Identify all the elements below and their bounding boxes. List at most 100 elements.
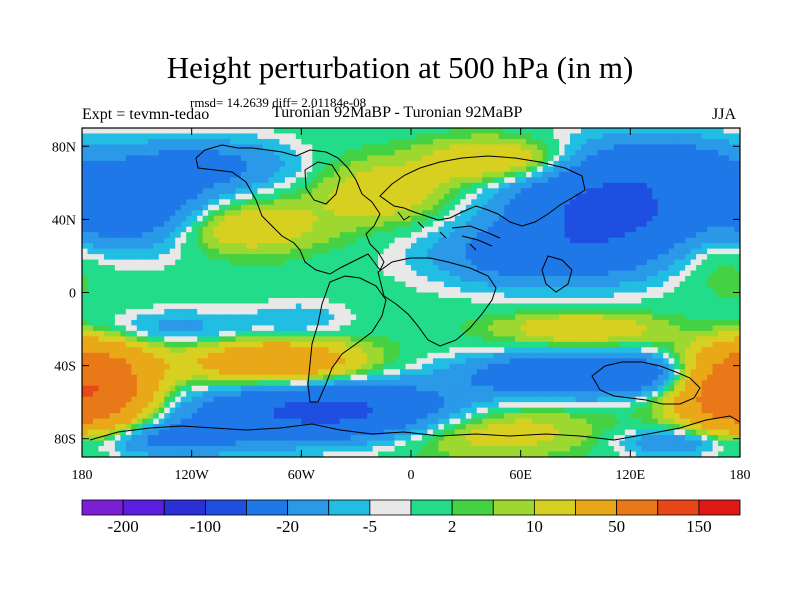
- field-cell: [509, 144, 516, 151]
- field-cell: [405, 308, 412, 316]
- field-cell: [657, 160, 664, 167]
- field-cell: [597, 281, 604, 288]
- field-cell: [460, 341, 467, 348]
- field-cell: [92, 259, 100, 266]
- field-cell: [251, 226, 259, 233]
- field-cell: [597, 303, 604, 310]
- field-cell: [482, 204, 489, 211]
- field-cell: [306, 204, 313, 211]
- field-cell: [476, 215, 483, 222]
- field-cell: [487, 226, 494, 233]
- field-cell: [619, 303, 626, 310]
- field-cell: [438, 281, 445, 288]
- field-cell: [493, 319, 500, 326]
- field-cell: [400, 303, 407, 310]
- field-cell: [202, 204, 209, 211]
- field-cell: [136, 347, 143, 354]
- field-cell: [175, 237, 182, 244]
- field-cell: [630, 341, 637, 348]
- field-cell: [657, 270, 664, 277]
- field-cell: [537, 199, 544, 206]
- field-cell: [400, 347, 407, 354]
- field-cell: [202, 199, 209, 206]
- field-cell: [586, 347, 593, 354]
- field-cell: [685, 259, 692, 266]
- field-cell: [367, 325, 374, 332]
- field-cell: [729, 182, 736, 189]
- field-cell: [383, 232, 390, 239]
- field-cell: [570, 232, 577, 239]
- field-cell: [701, 204, 708, 211]
- field-cell: [279, 155, 286, 162]
- field-cell: [734, 204, 740, 211]
- field-cell: [230, 336, 237, 343]
- field-cell: [482, 149, 489, 157]
- field-cell: [109, 210, 116, 217]
- field-cell: [197, 226, 204, 233]
- field-cell: [712, 226, 719, 233]
- field-cell: [668, 292, 675, 299]
- field-cell: [411, 259, 418, 266]
- field-cell: [131, 281, 138, 288]
- field-cell: [723, 232, 730, 239]
- field-cell: [641, 254, 648, 261]
- field-cell: [372, 155, 379, 162]
- field-cell: [460, 248, 467, 255]
- field-cell: [219, 133, 226, 140]
- field-cell: [197, 149, 204, 157]
- field-cell: [498, 232, 505, 239]
- field-cell: [131, 308, 138, 316]
- field-cell: [175, 138, 182, 146]
- field-cell: [361, 270, 368, 277]
- field-cell: [356, 352, 363, 359]
- field-cell: [652, 155, 659, 162]
- field-cell: [570, 319, 577, 326]
- field-cell: [619, 144, 626, 151]
- field-cell: [471, 330, 478, 337]
- field-cell: [339, 128, 346, 135]
- field-cell: [109, 138, 116, 146]
- field-cell: [531, 171, 538, 178]
- field-cell: [164, 232, 171, 239]
- field-cell: [103, 341, 111, 348]
- field-cell: [169, 330, 176, 337]
- field-cell: [712, 330, 719, 337]
- field-cell: [504, 254, 511, 261]
- field-cell: [284, 177, 291, 184]
- field-cell: [92, 177, 100, 184]
- field-cell: [652, 144, 659, 151]
- field-cell: [389, 149, 396, 157]
- field-cell: [191, 232, 198, 239]
- field-cell: [175, 128, 182, 135]
- field-cell: [405, 160, 412, 167]
- field-cell: [729, 308, 736, 316]
- field-cell: [389, 133, 396, 140]
- field-cell: [191, 325, 198, 332]
- field-cell: [345, 281, 352, 288]
- field-cell: [295, 177, 302, 184]
- field-cell: [125, 308, 132, 316]
- field-cell: [493, 166, 500, 173]
- field-cell: [718, 193, 725, 200]
- field-cell: [635, 221, 642, 228]
- field-cell: [460, 204, 467, 211]
- field-cell: [114, 248, 121, 255]
- field-cell: [624, 292, 631, 299]
- field-cell: [356, 210, 363, 217]
- field-cell: [394, 330, 401, 337]
- field-cell: [164, 281, 171, 288]
- field-cell: [109, 243, 116, 250]
- field-cell: [663, 177, 670, 184]
- field-cell: [454, 297, 461, 305]
- field-cell: [570, 149, 577, 157]
- field-cell: [465, 281, 472, 288]
- field-cell: [476, 232, 483, 239]
- field-cell: [509, 204, 516, 211]
- field-cell: [416, 133, 423, 140]
- field-cell: [712, 215, 719, 222]
- field-cell: [224, 336, 231, 343]
- field-cell: [273, 243, 280, 250]
- field-cell: [471, 215, 478, 222]
- field-cell: [334, 160, 341, 167]
- field-cell: [482, 128, 489, 135]
